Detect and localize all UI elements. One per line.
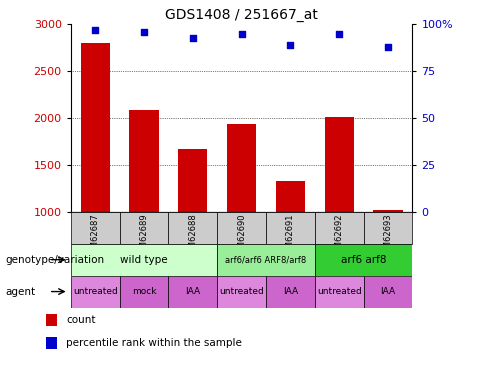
Bar <box>71 276 120 308</box>
Text: untreated: untreated <box>73 287 118 296</box>
Bar <box>71 212 120 244</box>
Text: untreated: untreated <box>317 287 362 296</box>
Bar <box>227 124 256 212</box>
Text: GSM62687: GSM62687 <box>91 213 100 259</box>
Bar <box>46 337 57 349</box>
Bar <box>266 276 315 308</box>
Text: count: count <box>66 315 96 325</box>
Bar <box>168 212 217 244</box>
Bar <box>217 276 266 308</box>
Text: untreated: untreated <box>219 287 264 296</box>
Text: GSM62689: GSM62689 <box>140 213 148 259</box>
Text: IAA: IAA <box>185 287 200 296</box>
Text: IAA: IAA <box>283 287 298 296</box>
Text: agent: agent <box>5 286 35 297</box>
Point <box>140 29 148 35</box>
Text: GSM62688: GSM62688 <box>188 213 197 259</box>
Point <box>286 42 294 48</box>
Bar <box>373 210 403 212</box>
Text: mock: mock <box>132 287 156 296</box>
Bar <box>325 117 354 212</box>
Text: percentile rank within the sample: percentile rank within the sample <box>66 338 243 348</box>
Text: wild type: wild type <box>120 255 168 265</box>
Bar <box>71 244 217 276</box>
Bar <box>81 43 110 212</box>
Bar <box>217 212 266 244</box>
Point <box>335 31 343 37</box>
Bar <box>364 276 412 308</box>
Text: genotype/variation: genotype/variation <box>5 255 104 265</box>
Bar <box>315 212 364 244</box>
Bar <box>266 212 315 244</box>
Bar <box>178 149 207 212</box>
Bar <box>276 181 305 212</box>
Point <box>189 34 197 40</box>
Title: GDS1408 / 251667_at: GDS1408 / 251667_at <box>165 8 318 22</box>
Bar <box>129 110 159 212</box>
Bar <box>120 276 168 308</box>
Point <box>384 44 392 50</box>
Point <box>91 27 99 33</box>
Bar <box>315 276 364 308</box>
Text: arf6 arf8: arf6 arf8 <box>341 255 386 265</box>
Point <box>238 31 245 37</box>
Bar <box>315 244 412 276</box>
Text: GSM62692: GSM62692 <box>335 213 344 259</box>
Text: GSM62691: GSM62691 <box>286 213 295 259</box>
Bar <box>217 244 315 276</box>
Bar <box>46 314 57 326</box>
Bar <box>168 276 217 308</box>
Bar <box>120 212 168 244</box>
Bar <box>364 212 412 244</box>
Text: IAA: IAA <box>381 287 395 296</box>
Text: arf6/arf6 ARF8/arf8: arf6/arf6 ARF8/arf8 <box>225 255 306 264</box>
Text: GSM62693: GSM62693 <box>384 213 392 259</box>
Text: GSM62690: GSM62690 <box>237 213 246 259</box>
